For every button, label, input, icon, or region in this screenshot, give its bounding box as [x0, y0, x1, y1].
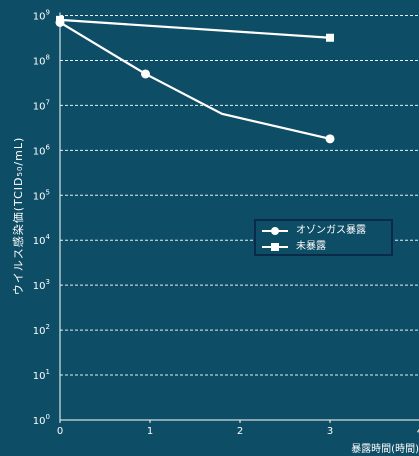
legend-label-ozone: オゾンガス暴露 [296, 225, 366, 236]
data-point-circle [325, 134, 335, 144]
y-tick-label: 107 [33, 98, 50, 112]
y-tick-label: 105 [33, 188, 50, 202]
square-marker-icon [271, 243, 279, 251]
data-point-square [56, 15, 64, 24]
y-tick-label: 102 [33, 323, 50, 337]
y-tick-label: 109 [33, 9, 50, 23]
legend-item-ozone: オゾンガス暴露 [256, 223, 391, 239]
y-tick-label: 103 [33, 278, 50, 292]
series-line-ozone [59, 21, 331, 140]
y-tick-label: 100 [33, 413, 50, 427]
y-tick-label: 104 [33, 233, 51, 247]
y-axis-label: ウイルス感染価(TCID50/mL) [12, 136, 25, 296]
circle-marker-icon [271, 227, 279, 235]
y-tick-label: 101 [33, 368, 50, 382]
legend-item-unexposed: 未暴露 [256, 239, 391, 255]
x-tick-label: 1 [147, 426, 153, 437]
legend: オゾンガス暴露 未暴露 [254, 219, 393, 256]
x-tick-label: 2 [237, 426, 243, 437]
x-tick-label: 4 [417, 426, 419, 437]
data-point-square [326, 33, 334, 42]
x-axis-label: 暴露時間(時間) [351, 444, 419, 455]
y-tick-label: 106 [33, 143, 51, 157]
x-tick-label: 0 [57, 426, 63, 437]
data-point-circle [141, 69, 150, 79]
y-tick-label: 108 [33, 53, 50, 67]
x-tick-label: 3 [327, 426, 333, 437]
legend-label-unexposed: 未暴露 [296, 241, 326, 252]
series-line-unexposed [59, 18, 331, 39]
